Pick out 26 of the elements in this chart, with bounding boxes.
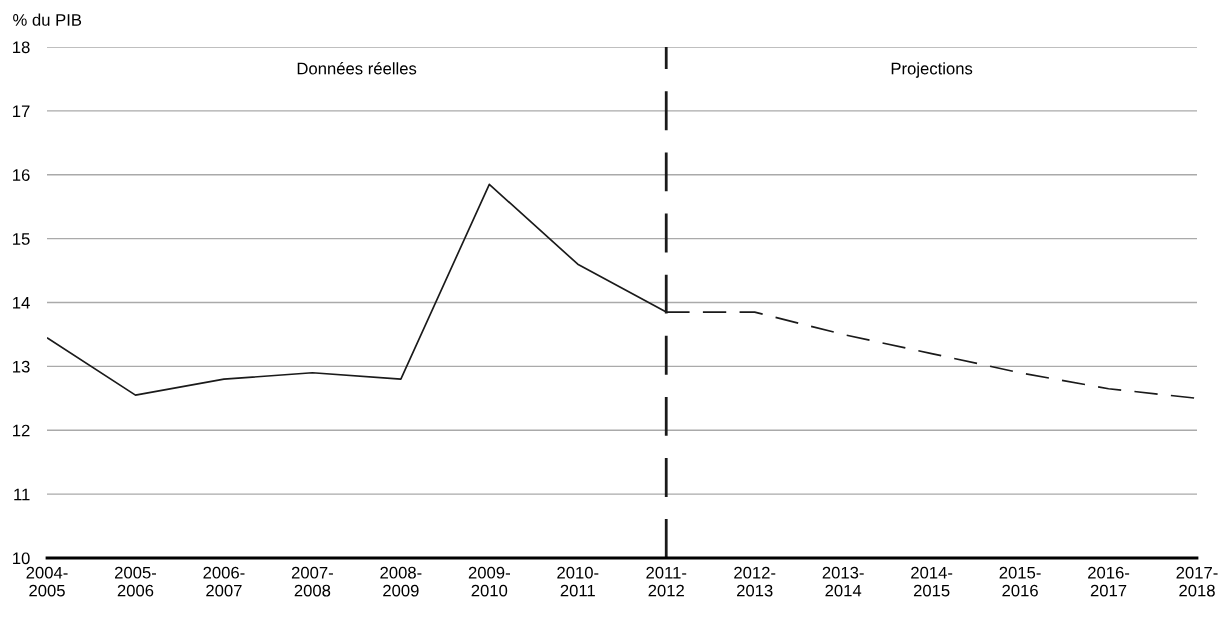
x-tick-label: 2012- 2013 [734,566,776,597]
y-axis-title: % du PIB [13,13,82,26]
x-tick-label: 2006- 2007 [203,566,245,597]
y-tick-label: 15 [13,233,30,245]
x-tick-label: 2016- 2017 [1088,566,1130,597]
x-tick-label: 2010- 2011 [557,566,599,597]
y-tick-label: 13 [13,360,30,373]
x-tick-label: 2011- 2012 [646,566,687,597]
x-tick-label: 2009- 2010 [468,566,510,597]
y-tick-label: 16 [13,169,30,181]
y-tick-label: 11 [14,488,30,501]
y-tick-label: 12 [13,424,30,437]
x-tick-label: 2014- 2015 [911,566,953,597]
y-tick-label: 10 [13,552,30,565]
x-tick-label: 2013- 2014 [822,566,864,597]
annotation: Projections [891,62,973,78]
x-tick-label: 2007- 2008 [291,566,333,597]
x-tick-label: 2017- 2018 [1176,566,1218,597]
x-tick-label: 2005- 2006 [114,566,157,597]
y-tick-label: 18 [13,41,30,54]
x-tick-label: 2015- 2016 [999,566,1041,597]
x-tick-label: 2008- 2009 [380,566,422,597]
y-tick-label: 17 [13,105,30,117]
x-tick-label: 2004- 2005 [26,566,68,597]
annotation: Données réelles [297,62,417,75]
y-tick-label: 14 [13,297,30,309]
